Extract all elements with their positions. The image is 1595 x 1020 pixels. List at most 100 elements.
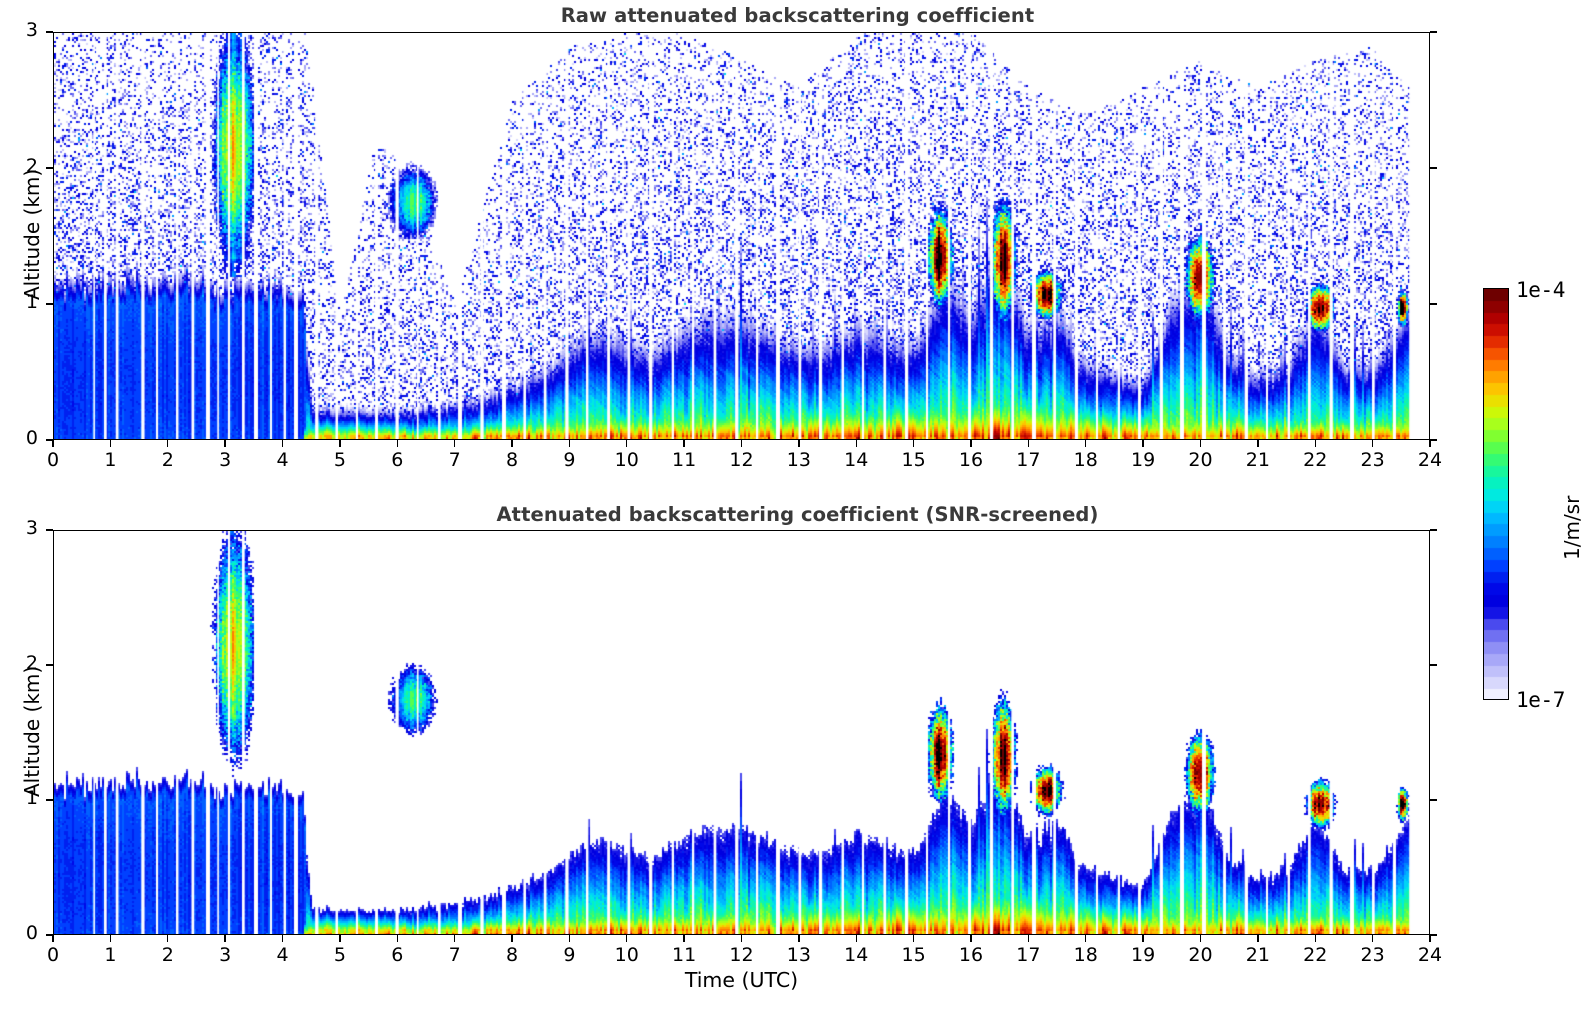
x-tick (339, 935, 341, 942)
x-tick (1314, 440, 1316, 447)
y-tick-right (1430, 664, 1437, 666)
x-tick-label: 19 (1131, 449, 1156, 471)
x-tick (281, 440, 284, 447)
x-tick-label: 11 (672, 449, 697, 471)
x-tick (1027, 440, 1030, 447)
x-tick-label: 23 (1360, 449, 1385, 471)
y-tick-right (1430, 799, 1437, 801)
x-tick-label: 17 (1016, 449, 1041, 471)
x-tick-label: 6 (391, 944, 404, 966)
x-tick-label: 2 (161, 944, 174, 966)
x-tick-label: 3 (219, 944, 232, 966)
x-tick (798, 935, 800, 942)
x-tick-label: 17 (1016, 944, 1041, 966)
x-tick (224, 440, 226, 447)
x-tick-label: 14 (844, 944, 869, 966)
panel-raw (53, 32, 1430, 440)
y-tick-right (1430, 529, 1437, 531)
x-tick-label: 9 (563, 944, 576, 966)
x-tick (1371, 440, 1374, 447)
x-tick (855, 440, 857, 447)
heatmap-snr (54, 531, 1429, 934)
x-tick (1142, 935, 1144, 942)
x-tick (109, 935, 112, 942)
y-tick-label: 1 (25, 291, 38, 313)
y-tick (46, 167, 53, 169)
y-tick-label: 2 (25, 652, 38, 674)
x-tick-label: 6 (391, 449, 404, 471)
x-tick-label: 13 (786, 449, 811, 471)
x-tick-label: 0 (46, 944, 60, 966)
x-tick-label: 10 (614, 449, 639, 471)
x-tick (798, 440, 800, 447)
x-tick (1027, 935, 1030, 942)
x-tick (511, 440, 513, 447)
x-tick-label: 12 (729, 449, 754, 471)
x-tick (912, 440, 915, 447)
x-tick (1257, 935, 1259, 942)
x-tick (167, 440, 169, 447)
x-tick (109, 440, 112, 447)
x-tick (396, 440, 398, 447)
panel-snr-frame (53, 530, 1430, 935)
x-tick (568, 440, 571, 447)
y-tick-label: 0 (25, 427, 38, 449)
x-tick-label: 16 (958, 944, 984, 966)
x-tick-label: 8 (505, 449, 519, 471)
x-tick (1429, 440, 1431, 447)
x-tick (855, 935, 857, 942)
x-tick-label: 18 (1073, 944, 1098, 966)
y-tick-label: 3 (25, 517, 38, 539)
x-tick (1199, 935, 1202, 942)
x-tick-label: 7 (448, 449, 461, 471)
panel-raw-frame (53, 32, 1430, 440)
x-tick-label: 15 (901, 944, 926, 966)
y-tick-right (1430, 303, 1437, 305)
x-tick-label: 9 (563, 449, 576, 471)
x-tick-label: 16 (958, 449, 984, 471)
y-tick-label: 3 (25, 19, 38, 41)
x-tick (1371, 935, 1374, 942)
y-tick-right (1430, 934, 1437, 936)
x-tick (740, 440, 743, 447)
x-tick (1257, 440, 1259, 447)
x-tick (167, 935, 169, 942)
x-tick-label: 4 (276, 449, 289, 471)
panel-snr (53, 530, 1430, 935)
x-tick (281, 935, 284, 942)
x-tick (224, 935, 226, 942)
x-tick-label: 5 (333, 944, 346, 966)
colorbar-canvas (1484, 289, 1508, 699)
y-tick (46, 799, 53, 801)
x-tick (683, 440, 685, 447)
x-tick-label: 14 (844, 449, 869, 471)
x-tick-label: 2 (161, 449, 174, 471)
x-tick (626, 440, 628, 447)
x-tick (453, 440, 456, 447)
x-tick-label: 0 (46, 449, 60, 471)
x-tick-label: 11 (672, 944, 697, 966)
x-tick (1199, 440, 1202, 447)
x-tick-label: 22 (1303, 449, 1328, 471)
x-tick (740, 935, 743, 942)
x-tick (568, 935, 571, 942)
x-tick-label: 19 (1131, 944, 1156, 966)
y-tick-right (1430, 439, 1437, 441)
x-tick-label: 3 (219, 449, 232, 471)
x-tick (970, 935, 972, 942)
y-tick (46, 303, 53, 305)
x-tick-label: 13 (786, 944, 811, 966)
x-tick-label: 20 (1188, 449, 1213, 471)
x-tick (339, 440, 341, 447)
x-tick (683, 935, 685, 942)
colorbar-gradient (1483, 288, 1509, 700)
x-tick-label: 1 (104, 449, 117, 471)
x-tick (1429, 935, 1431, 942)
x-tick (52, 440, 54, 447)
x-tick (1085, 935, 1087, 942)
x-tick-label: 1 (104, 944, 117, 966)
panel-title-snr: Attenuated backscattering coefficient (S… (496, 503, 1099, 526)
x-tick (912, 935, 915, 942)
x-tick-label: 23 (1360, 944, 1385, 966)
